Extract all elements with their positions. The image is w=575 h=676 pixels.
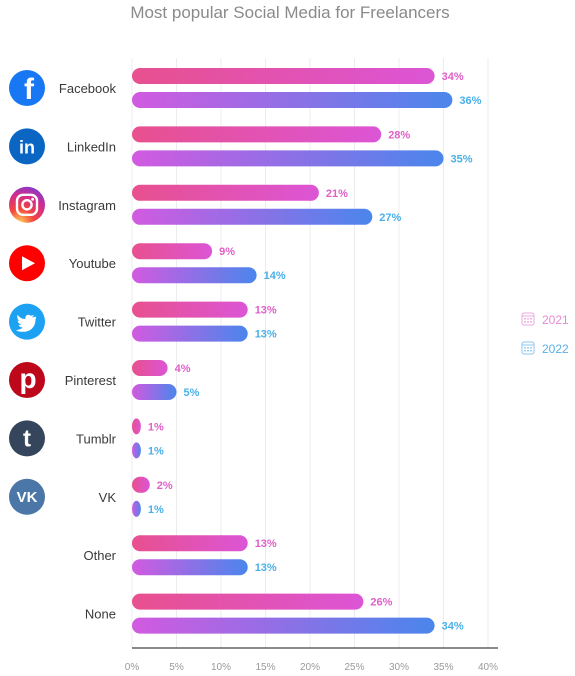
data-label-2021: 2% (157, 480, 173, 492)
bar-2022 (132, 92, 453, 108)
data-label-2021: 28% (388, 129, 410, 141)
legend-item-2022: 2022 (521, 341, 569, 356)
data-label-2022: 35% (451, 153, 473, 165)
bar-2021 (132, 126, 382, 143)
bar-2022 (132, 617, 435, 634)
svg-text:p: p (19, 363, 36, 394)
chart-title: Most popular Social Media for Freelancer… (130, 3, 449, 22)
data-label-2022: 34% (442, 621, 464, 633)
data-label-2022: 13% (255, 329, 277, 341)
data-label-2021: 9% (219, 246, 235, 258)
category-label: Facebook (59, 81, 117, 96)
category-label: LinkedIn (67, 139, 116, 154)
bar-2022 (132, 208, 373, 225)
calendar-icon (521, 341, 535, 355)
bar-2021 (132, 184, 319, 201)
x-tick-label: 15% (255, 662, 275, 673)
legend-item-2021: 2021 (521, 312, 569, 327)
category-label: None (85, 607, 116, 622)
data-label-2021: 1% (148, 421, 164, 433)
twitter-icon (9, 303, 45, 340)
data-label-2021: 34% (442, 71, 464, 83)
data-label-2022: 13% (255, 562, 277, 574)
tumblr-icon: t (9, 420, 45, 457)
x-tick-label: 35% (433, 662, 453, 673)
category-label: Youtube (69, 256, 116, 271)
x-tick-label: 25% (344, 662, 364, 673)
svg-text:in: in (19, 137, 35, 157)
linkedin-icon: in (9, 128, 45, 165)
x-tick-label: 20% (300, 662, 320, 673)
svg-text:VK: VK (17, 489, 38, 506)
x-tick-label: 0% (125, 662, 140, 673)
bar-2021 (132, 535, 248, 552)
calendar-icon (521, 312, 535, 326)
data-label-2021: 4% (175, 363, 191, 375)
x-tick-label: 30% (389, 662, 409, 673)
bar-2021 (132, 476, 150, 493)
category-label: Instagram (58, 198, 116, 213)
legend-label: 2021 (542, 313, 569, 327)
data-label-2022: 14% (264, 270, 286, 282)
youtube-icon (9, 245, 45, 282)
category-label: VK (99, 490, 117, 505)
data-label-2022: 36% (459, 95, 481, 107)
bar-2022 (132, 267, 257, 284)
vk-icon: VK (9, 478, 45, 515)
data-label-2021: 13% (255, 305, 277, 317)
legend: 2021 2022 (521, 312, 569, 356)
pinterest-icon: p (9, 362, 45, 398)
bar-2022 (132, 384, 177, 400)
category-label: Tumblr (76, 431, 117, 446)
x-tick-label: 5% (169, 662, 184, 673)
bar-2022 (132, 325, 248, 342)
data-label-2021: 13% (255, 538, 277, 550)
bar-2021 (132, 301, 248, 318)
data-label-2021: 21% (326, 188, 348, 200)
legend-label: 2022 (542, 342, 569, 356)
bar-2022 (132, 559, 248, 576)
bar-2021 (132, 593, 364, 610)
bar-2022 (132, 500, 141, 517)
data-label-2022: 5% (184, 387, 200, 399)
category-label: Other (83, 548, 116, 563)
data-label-2022: 1% (148, 445, 164, 457)
instagram-icon (9, 186, 45, 223)
svg-text:f: f (24, 73, 35, 106)
data-label-2022: 1% (148, 504, 164, 516)
bar-2021 (132, 418, 141, 435)
category-label: Twitter (78, 315, 117, 330)
bar-2021 (132, 360, 168, 376)
bar-2021 (132, 68, 435, 84)
bar-2022 (132, 442, 141, 459)
facebook-icon: f (9, 70, 45, 106)
data-label-2022: 27% (379, 212, 401, 224)
category-label: Pinterest (65, 373, 117, 388)
bar-2022 (132, 150, 444, 167)
svg-text:t: t (23, 425, 31, 452)
x-tick-label: 10% (211, 662, 231, 673)
x-tick-label: 40% (478, 662, 498, 673)
bar-2021 (132, 243, 213, 260)
data-label-2021: 26% (370, 597, 392, 609)
